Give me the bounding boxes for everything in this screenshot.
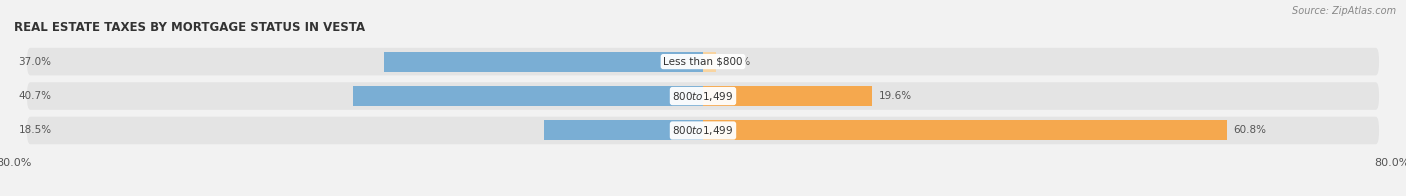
- FancyBboxPatch shape: [27, 82, 1379, 110]
- Bar: [703, 121, 1226, 141]
- Text: $800 to $1,499: $800 to $1,499: [672, 90, 734, 103]
- Text: Source: ZipAtlas.com: Source: ZipAtlas.com: [1292, 6, 1396, 16]
- Text: 18.5%: 18.5%: [18, 125, 52, 135]
- Bar: [353, 86, 703, 106]
- Bar: [703, 86, 872, 106]
- Text: 40.7%: 40.7%: [18, 91, 52, 101]
- Text: 60.8%: 60.8%: [1233, 125, 1267, 135]
- Text: 37.0%: 37.0%: [18, 57, 52, 67]
- Text: 19.6%: 19.6%: [879, 91, 912, 101]
- Text: REAL ESTATE TAXES BY MORTGAGE STATUS IN VESTA: REAL ESTATE TAXES BY MORTGAGE STATUS IN …: [14, 21, 366, 34]
- Bar: [544, 121, 703, 141]
- Text: Less than $800: Less than $800: [664, 57, 742, 67]
- Bar: [703, 52, 716, 72]
- FancyBboxPatch shape: [27, 48, 1379, 75]
- Text: 0.0%: 0.0%: [724, 57, 751, 67]
- Text: $800 to $1,499: $800 to $1,499: [672, 124, 734, 137]
- FancyBboxPatch shape: [27, 117, 1379, 144]
- Bar: [384, 52, 703, 72]
